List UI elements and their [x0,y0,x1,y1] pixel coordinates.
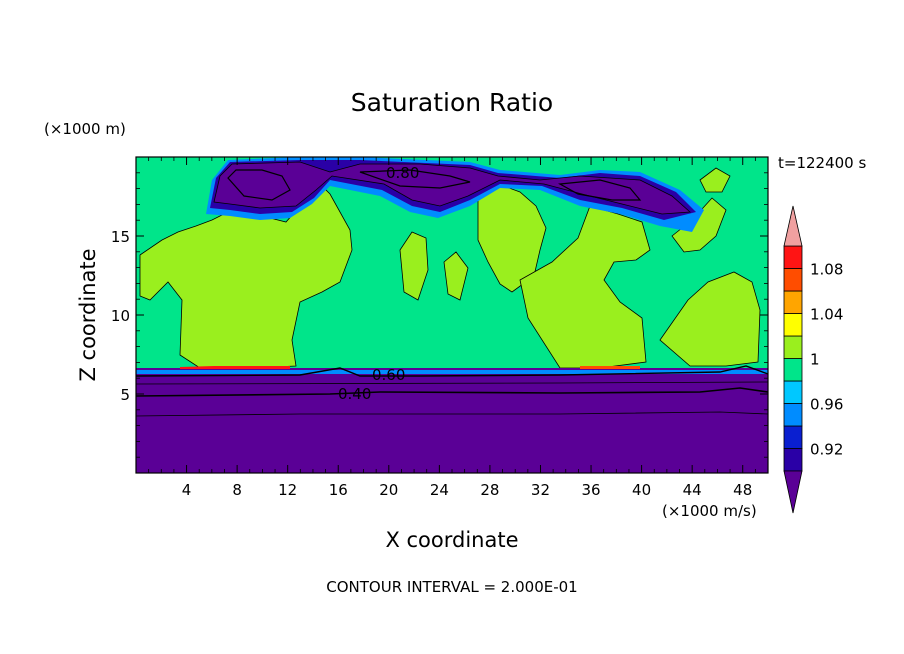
x-axis-label: X coordinate [385,528,519,552]
x-tick-label: 16 [329,481,348,499]
field-upper-band [206,157,704,232]
contour-label-low: 0.40 [338,385,371,403]
colorbar-label: 1.08 [810,261,843,279]
colorbar-min-arrow [783,470,803,514]
colorbar-box [783,358,803,382]
colorbar-box [783,268,803,292]
colorbar-box [783,448,803,472]
contour-label-mid: 0.60 [372,366,405,384]
colorbar-label: 0.92 [810,441,843,459]
x-tick-label: 44 [683,481,702,499]
y-tick-label: 10 [111,307,130,325]
x-axis: 4 8 12 16 20 24 28 32 36 40 44 48 [148,157,756,499]
colorbar-box [783,245,803,269]
y-axis-unit: (×1000 m) [44,120,126,138]
red-streak-2 [580,366,640,369]
colorbar-max-arrow [783,205,803,247]
colorbar-box [783,380,803,404]
y-tick-label: 5 [120,386,130,404]
x-tick-label: 28 [480,481,499,499]
colorbar: 1.08 1.04 1 0.96 0.92 [783,205,843,514]
x-tick-label: 48 [733,481,752,499]
y-axis: 5 10 15 [111,172,768,458]
plot-area [136,157,768,473]
x-tick-label: 24 [430,481,449,499]
red-streak [180,366,290,369]
colorbar-label: 1 [810,351,820,369]
contour-label-top: 0.80 [386,164,419,182]
x-tick-label: 32 [531,481,550,499]
x-tick-label: 4 [182,481,192,499]
x-axis-unit: (×1000 m/s) [662,502,757,520]
field-lower-layer [136,368,768,473]
colorbar-box [783,313,803,337]
x-tick-label: 8 [232,481,242,499]
chart-title: Saturation Ratio [350,88,554,117]
time-label: t=122400 s [778,154,867,172]
contour-interval-note: CONTOUR INTERVAL = 2.000E-01 [326,578,578,596]
transition-strip [136,370,768,374]
colorbar-label: 0.96 [810,396,843,414]
lower-contours [136,365,768,417]
colorbar-box [783,425,803,449]
x-tick-label: 40 [632,481,651,499]
colorbar-box [783,335,803,359]
x-tick-label: 36 [581,481,600,499]
colorbar-box [783,403,803,427]
colorbar-box [783,290,803,314]
x-tick-label: 20 [379,481,398,499]
y-tick-label: 15 [111,228,130,246]
colorbar-label: 1.04 [810,306,843,324]
x-tick-label: 12 [278,481,297,499]
